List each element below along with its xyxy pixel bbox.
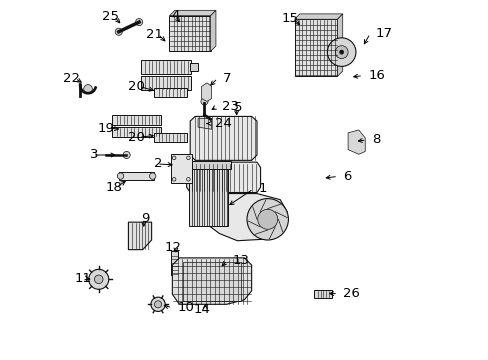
Circle shape xyxy=(123,152,130,158)
Polygon shape xyxy=(190,116,257,160)
Bar xyxy=(112,115,160,125)
Polygon shape xyxy=(169,10,216,16)
Bar xyxy=(189,168,227,226)
Text: 18: 18 xyxy=(105,181,122,194)
Text: 24: 24 xyxy=(214,117,231,130)
Bar xyxy=(112,127,160,137)
Text: 20: 20 xyxy=(127,131,144,144)
Circle shape xyxy=(117,173,123,179)
Text: 5: 5 xyxy=(233,102,242,114)
Circle shape xyxy=(326,38,355,66)
Text: 13: 13 xyxy=(232,254,249,267)
Circle shape xyxy=(257,209,277,229)
Text: 14: 14 xyxy=(193,303,210,316)
Circle shape xyxy=(135,18,142,26)
Text: 21: 21 xyxy=(146,28,163,41)
Polygon shape xyxy=(294,14,342,19)
Bar xyxy=(119,172,154,180)
Polygon shape xyxy=(198,118,211,129)
Polygon shape xyxy=(347,130,365,154)
Bar xyxy=(154,133,186,142)
Circle shape xyxy=(151,297,165,311)
Text: 20: 20 xyxy=(127,80,144,93)
Circle shape xyxy=(83,85,92,93)
Polygon shape xyxy=(128,222,151,249)
Circle shape xyxy=(335,46,347,59)
Circle shape xyxy=(154,301,162,308)
Circle shape xyxy=(88,269,108,289)
Bar xyxy=(190,63,198,71)
Text: 8: 8 xyxy=(371,134,380,147)
Text: 9: 9 xyxy=(141,212,149,225)
Polygon shape xyxy=(172,258,251,304)
Bar xyxy=(170,154,192,183)
Text: 19: 19 xyxy=(97,122,114,135)
Text: 25: 25 xyxy=(102,10,119,23)
Circle shape xyxy=(246,199,288,240)
Text: 17: 17 xyxy=(375,27,392,40)
Text: 1: 1 xyxy=(258,183,267,195)
Circle shape xyxy=(115,28,122,35)
Polygon shape xyxy=(186,162,260,193)
Polygon shape xyxy=(210,10,216,51)
Bar xyxy=(141,76,190,90)
Circle shape xyxy=(94,275,103,284)
Text: 6: 6 xyxy=(343,170,351,183)
Polygon shape xyxy=(337,14,342,76)
Text: 4: 4 xyxy=(171,9,180,22)
Polygon shape xyxy=(201,83,211,102)
Bar xyxy=(154,88,186,97)
Text: 15: 15 xyxy=(281,12,298,25)
Text: 3: 3 xyxy=(89,148,98,162)
Bar xyxy=(171,251,177,275)
Text: 23: 23 xyxy=(222,100,239,113)
Text: 2: 2 xyxy=(154,157,162,170)
Bar xyxy=(169,16,210,51)
Bar xyxy=(294,19,337,76)
Circle shape xyxy=(201,98,207,105)
Bar xyxy=(313,290,331,298)
Text: 26: 26 xyxy=(343,287,360,300)
Text: 7: 7 xyxy=(223,72,231,85)
Bar xyxy=(185,161,231,169)
Text: 11: 11 xyxy=(75,272,92,285)
Text: 12: 12 xyxy=(164,240,181,254)
Text: 10: 10 xyxy=(177,301,194,314)
Text: 22: 22 xyxy=(63,72,80,85)
Bar xyxy=(141,60,190,74)
Text: 16: 16 xyxy=(367,69,385,82)
Polygon shape xyxy=(183,262,241,301)
Circle shape xyxy=(339,50,343,54)
Polygon shape xyxy=(190,194,287,241)
Circle shape xyxy=(149,173,156,179)
